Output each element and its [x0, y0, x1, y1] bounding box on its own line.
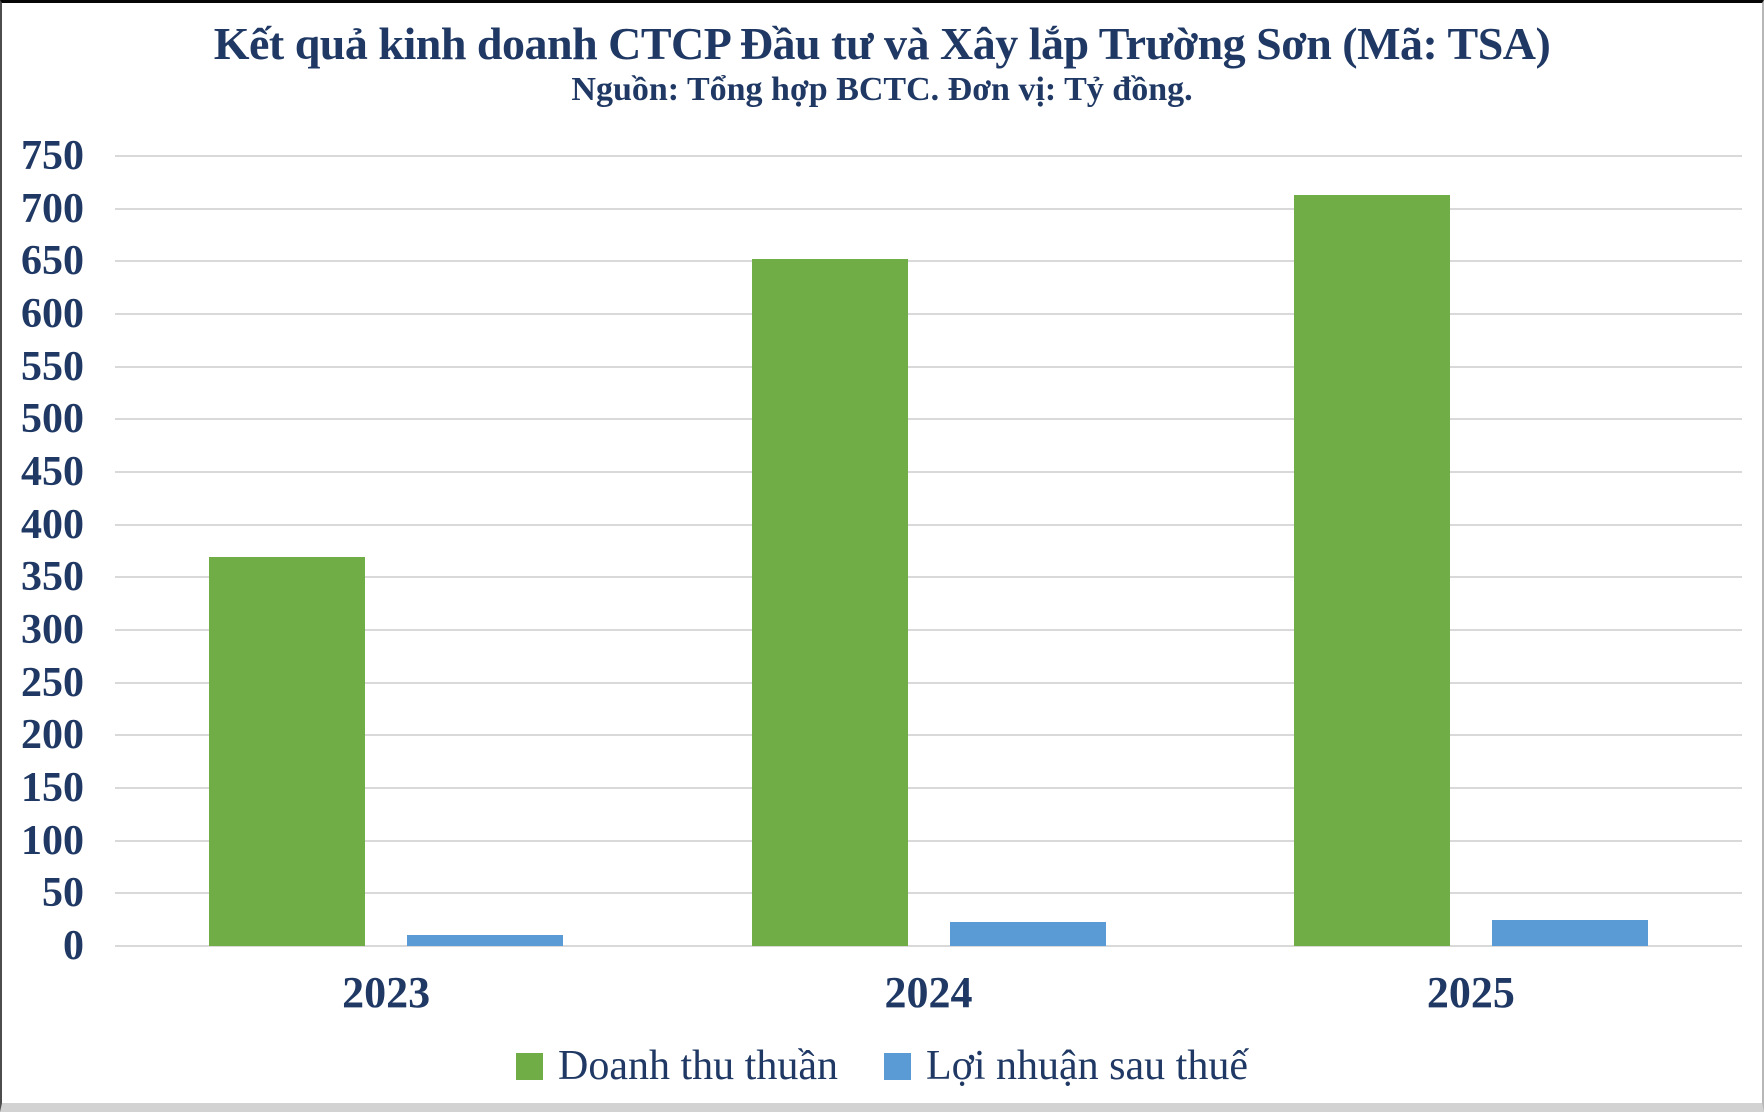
legend-label-loi-nhuan-sau-thue: Lợi nhuận sau thuế: [925, 1043, 1248, 1089]
gridline: [115, 418, 1742, 421]
legend-swatch-doanh-thu-thuan: [516, 1052, 544, 1080]
y-axis-tick-label: 550: [21, 343, 84, 390]
x-axis-label-2025: 2025: [1426, 968, 1515, 1017]
legend-item-loi-nhuan-sau-thue: Lợi nhuận sau thuế: [883, 1043, 1248, 1089]
x-axis-label-2024: 2024: [884, 968, 973, 1017]
bar-loi-nhuan-sau-thue-2025: [1491, 919, 1648, 946]
bar-doanh-thu-thuan-2025: [1293, 194, 1450, 946]
gridline: [115, 471, 1742, 473]
x-axis-label-2023: 2023: [342, 968, 431, 1017]
gridline: [115, 892, 1742, 895]
y-axis-tick-label: 600: [21, 291, 84, 337]
y-axis-tick-label: 400: [21, 501, 84, 548]
y-axis-tick-label: 750: [21, 133, 84, 179]
y-axis-tick-label: 450: [21, 449, 84, 495]
gridline: [115, 207, 1742, 210]
gridline: [115, 734, 1742, 737]
legend-item-doanh-thu-thuan: Doanh thu thuần: [516, 1043, 838, 1089]
gridline: [115, 629, 1742, 631]
y-axis-tick-label: 150: [21, 765, 84, 811]
legend-swatch-loi-nhuan-sau-thue: [883, 1052, 911, 1080]
chart-subtitle: Nguồn: Tổng hợp BCTC. Đơn vị: Tỷ đồng.: [571, 71, 1193, 108]
plot-area: 0 50 100 150 200 250 300 350 400 450 500 550 600 650 7…: [2, 3, 1762, 1103]
y-axis-tick-label: 500: [21, 396, 84, 443]
chart-title: Kết quả kinh doanh CTCP Đầu tư và Xây lắ…: [213, 18, 1551, 69]
y-axis-tick-label: 700: [21, 185, 84, 232]
gridline: [115, 787, 1742, 789]
gridline: [115, 839, 1742, 842]
y-axis-tick-label: 300: [21, 607, 84, 653]
y-axis-tick-label: 350: [21, 554, 84, 601]
y-axis-tick-label: 50: [42, 870, 84, 917]
gridline: [115, 945, 1742, 947]
gridline: [115, 681, 1742, 684]
bar-doanh-thu-thuan-2023: [209, 557, 366, 946]
bar-loi-nhuan-sau-thue-2024: [949, 921, 1106, 946]
gridline: [115, 365, 1742, 368]
bar-loi-nhuan-sau-thue-2023: [407, 935, 564, 946]
y-axis-tick-label: 0: [63, 923, 84, 969]
bar-doanh-thu-thuan-2024: [751, 259, 908, 946]
gridline: [115, 260, 1742, 263]
y-axis-tick-label: 200: [21, 712, 84, 759]
gridline: [115, 155, 1742, 157]
y-axis-tick-label: 250: [21, 659, 84, 706]
legend-label-doanh-thu-thuan: Doanh thu thuần: [558, 1043, 838, 1089]
y-axis-tick-label: 100: [21, 817, 84, 864]
gridline: [115, 523, 1742, 526]
legend: Doanh thu thuần Lợi nhuận sau thuế: [2, 1043, 1762, 1089]
gridline: [115, 313, 1742, 315]
y-axis-tick-label: 650: [21, 238, 84, 285]
gridline: [115, 576, 1742, 579]
